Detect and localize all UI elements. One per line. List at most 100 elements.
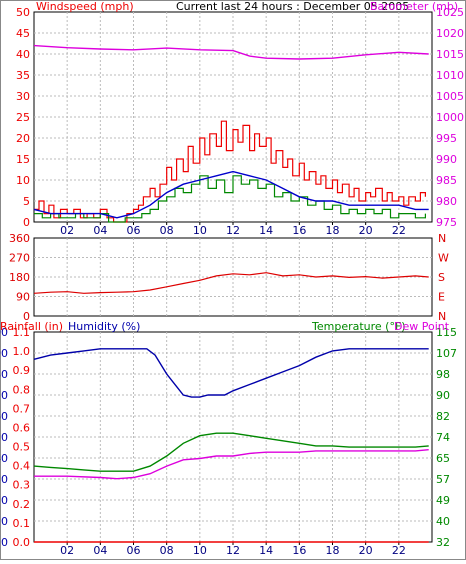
windspeed-tick-label: 35 [16, 69, 30, 82]
humidity-tick-label: 40 [0, 452, 8, 465]
temperature-axis-label: Temperature (°F) [311, 320, 406, 333]
rain-tick-label: 0.9 [13, 364, 31, 377]
x-tick-label: 02 [60, 224, 74, 237]
compass-label: N [438, 232, 446, 245]
temperature-tick-label: 90 [436, 389, 450, 402]
temperature-tick-label: 98 [436, 368, 450, 381]
barometer-tick-label: 990 [436, 153, 457, 166]
humidity-tick-label: 100 [0, 326, 8, 339]
windspeed-tick-label: 40 [16, 48, 30, 61]
x-tick-label: 04 [93, 544, 107, 557]
humidity-series [33, 348, 429, 398]
windspeed-tick-label: 0 [23, 216, 30, 229]
temperature-tick-label: 49 [436, 494, 450, 507]
humidity-tick-label: 90 [0, 347, 8, 360]
temperature-series [33, 432, 429, 472]
x-tick-label: 12 [226, 224, 240, 237]
rain-tick-label: 0.8 [13, 383, 31, 396]
barometer-tick-label: 1005 [436, 90, 464, 103]
barometer-tick-label: 1025 [436, 6, 464, 19]
x-tick-label: 16 [292, 544, 306, 557]
x-tick-label: 08 [160, 544, 174, 557]
compass-label: N [438, 310, 446, 323]
x-tick-label: 04 [93, 224, 107, 237]
humidity-tick-label: 80 [0, 368, 8, 381]
barometer-tick-label: 1015 [436, 48, 464, 61]
temperature-tick-label: 107 [436, 347, 457, 360]
humidity-tick-label: 50 [0, 431, 8, 444]
x-tick-label: 06 [127, 224, 141, 237]
rain-tick-label: 0.5 [13, 441, 31, 454]
gust-series [34, 120, 426, 223]
temperature-tick-label: 32 [436, 536, 450, 549]
x-tick-label: 02 [60, 544, 74, 557]
wind-speed-series [34, 175, 426, 223]
x-tick-label: 10 [193, 224, 207, 237]
x-tick-label: 20 [359, 224, 373, 237]
temperature-tick-label: 57 [436, 473, 450, 486]
x-tick-label: 20 [359, 544, 373, 557]
temperature-tick-label: 40 [436, 515, 450, 528]
rain-tick-label: 1.1 [13, 326, 31, 339]
compass-label: W [438, 252, 449, 265]
x-tick-label: 08 [160, 224, 174, 237]
series-layer [33, 44, 429, 543]
temperature-tick-label: 115 [436, 326, 457, 339]
humidity-tick-label: 20 [0, 494, 8, 507]
rain-tick-label: 0.3 [13, 479, 31, 492]
x-tick-label: 16 [292, 224, 306, 237]
windspeed-tick-label: 25 [16, 111, 30, 124]
barometer-tick-label: 975 [436, 216, 457, 229]
direction-degree-label: 270 [9, 252, 30, 265]
rain-tick-label: 0.7 [13, 402, 31, 415]
average-wind-series [33, 170, 429, 219]
humidity-tick-label: 0 [1, 536, 8, 549]
grid-layer [34, 12, 432, 545]
rain-tick-label: 0.1 [13, 517, 31, 530]
windspeed-tick-label: 10 [16, 174, 30, 187]
barometer-tick-label: 1020 [436, 27, 464, 40]
humidity-tick-label: 10 [0, 515, 8, 528]
barometer-tick-label: 995 [436, 132, 457, 145]
windspeed-tick-label: 30 [16, 90, 30, 103]
windspeed-tick-label: 50 [16, 6, 30, 19]
windspeed-tick-label: 15 [16, 153, 30, 166]
temperature-tick-label: 74 [436, 431, 450, 444]
rain-tick-label: 0.4 [13, 460, 31, 473]
rain-tick-label: 0.2 [13, 498, 31, 511]
rainfall-axis-label: Rainfall (in) [0, 320, 63, 333]
humidity-tick-label: 60 [0, 410, 8, 423]
x-tick-label: 22 [392, 224, 406, 237]
humidity-axis-label: Humidity (%) [68, 320, 140, 333]
wind-direction-series [33, 272, 429, 294]
direction-degree-label: 90 [16, 291, 30, 304]
rain-tick-label: 0.6 [13, 421, 31, 434]
x-tick-label: 18 [326, 544, 340, 557]
x-tick-label: 14 [259, 224, 273, 237]
barometer-tick-label: 985 [436, 174, 457, 187]
rain-tick-label: 1.0 [13, 345, 31, 358]
windspeed-tick-label: 5 [23, 195, 30, 208]
direction-degree-label: 360 [9, 232, 30, 245]
compass-label: S [438, 271, 445, 284]
x-tick-label: 12 [226, 544, 240, 557]
x-tick-label: 14 [259, 544, 273, 557]
temperature-tick-label: 82 [436, 410, 450, 423]
compass-label: E [438, 291, 445, 304]
dew-point-axis-label: Dew Point [394, 320, 450, 333]
barometer-tick-label: 1000 [436, 111, 464, 124]
x-tick-label: 18 [326, 224, 340, 237]
windspeed-axis-label: Windspeed (mph) [36, 0, 134, 13]
barometer-axis-label: Barometer (mb) [370, 0, 458, 13]
windspeed-tick-label: 45 [16, 27, 30, 40]
barometer-tick-label: 980 [436, 195, 457, 208]
dew-point-series [34, 449, 429, 480]
humidity-tick-label: 70 [0, 389, 8, 402]
x-tick-label: 06 [127, 544, 141, 557]
windspeed-tick-label: 20 [16, 132, 30, 145]
label-layer: 02 04 06 08 10 12 14 16 18 20 22 02 04 06 08 10 12 14 16 18… [0, 6, 464, 557]
direction-degree-label: 0 [23, 310, 30, 323]
x-tick-label: 10 [193, 544, 207, 557]
